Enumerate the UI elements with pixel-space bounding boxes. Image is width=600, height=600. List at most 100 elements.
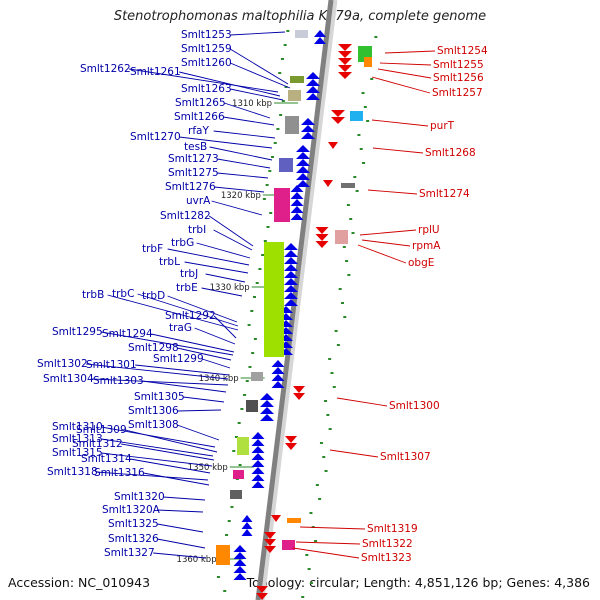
lane-tick	[315, 484, 319, 486]
forward-gene-arrow	[290, 213, 304, 220]
gene-label-smlt1319: Smlt1319	[367, 523, 418, 535]
gene-label-smlt1304: Smlt1304	[43, 373, 94, 385]
forward-gene-arrow	[251, 474, 265, 481]
forward-gene-arrow	[233, 552, 247, 559]
leader-line	[96, 471, 209, 481]
forward-gene-arrow	[306, 79, 320, 86]
leader-line	[101, 426, 216, 448]
forward-gene-arrow	[314, 30, 326, 37]
gene-label-smlt1322: Smlt1322	[362, 538, 413, 550]
reverse-gene-arrow	[323, 180, 333, 187]
leader-line	[157, 509, 204, 513]
leader-line	[224, 102, 271, 119]
lane-tick	[265, 184, 269, 186]
lane-tick	[286, 30, 290, 32]
forward-gene-arrow	[314, 37, 326, 44]
forward-gene-arrow	[301, 125, 315, 132]
reverse-gene-arrow	[315, 234, 329, 241]
lane-tick	[324, 400, 328, 402]
forward-gene-arrow	[284, 257, 298, 264]
forward-gene-arrow	[306, 93, 320, 100]
leader-line	[202, 358, 231, 369]
forward-gene-arrow	[284, 264, 298, 271]
lane-tick	[232, 450, 236, 452]
gene-box	[285, 116, 299, 134]
leader-line	[107, 294, 239, 331]
lane-tick	[359, 148, 363, 150]
lane-tick	[253, 338, 257, 340]
forward-gene-arrow	[290, 185, 304, 192]
leader-line	[101, 438, 214, 457]
gene-label-smlt1306: Smlt1306	[128, 405, 179, 417]
leader-line	[213, 130, 276, 139]
gene-label-tesb: tesB	[184, 141, 207, 153]
gene-box	[287, 518, 301, 523]
leader-line	[177, 347, 232, 361]
forward-gene-arrow	[284, 278, 298, 285]
reverse-gene-arrow	[264, 539, 276, 546]
lane-tick	[238, 464, 242, 466]
leader-line	[130, 458, 211, 474]
forward-gene-arrow	[301, 132, 315, 139]
gene-label-trag: traG	[169, 322, 192, 334]
leader-line	[372, 147, 424, 154]
gene-label-smlt1282: Smlt1282	[160, 210, 211, 222]
forward-gene-arrow	[296, 145, 310, 152]
gene-box	[288, 90, 301, 101]
ruler-label: 1320 kbp	[221, 191, 261, 201]
leader-line	[230, 31, 286, 36]
forward-gene-arrow	[271, 360, 285, 367]
ruler-label: 1330 kbp	[210, 283, 250, 293]
gene-label-smlt1302: Smlt1302	[37, 358, 88, 370]
forward-gene-arrow	[290, 192, 304, 199]
reverse-gene-arrow	[338, 58, 352, 65]
lane-tick	[223, 590, 227, 592]
lane-tick	[268, 170, 272, 172]
gene-label-smlt1298: Smlt1298	[128, 342, 179, 354]
lane-tick	[252, 296, 256, 298]
gene-label-obge: obgE	[408, 257, 434, 269]
lane-tick	[258, 268, 262, 270]
reverse-gene-arrow	[338, 44, 352, 51]
forward-gene-arrow	[241, 529, 253, 536]
gene-box	[251, 372, 263, 381]
gene-label-trbf: trbF	[142, 243, 163, 255]
forward-gene-arrow	[271, 367, 285, 374]
leader-line	[230, 88, 284, 101]
lane-tick	[314, 540, 318, 542]
gene-label-rpma: rpmA	[412, 240, 441, 252]
lane-tick	[349, 218, 353, 220]
gene-label-rplu: rplU	[418, 224, 440, 236]
lane-tick	[343, 316, 347, 318]
gene-label-smlt1308: Smlt1308	[128, 419, 179, 431]
gene-label-trbi: trbI	[188, 224, 206, 236]
lane-tick	[269, 212, 273, 214]
forward-gene-arrow	[251, 460, 265, 467]
lane-tick	[247, 324, 251, 326]
gene-label-smlt1266: Smlt1266	[174, 111, 225, 123]
lane-tick	[245, 380, 249, 382]
leader-line	[229, 48, 289, 85]
leader-line	[379, 62, 432, 66]
reverse-gene-arrow	[285, 436, 297, 443]
leader-line	[361, 239, 411, 247]
forward-gene-arrow	[233, 559, 247, 566]
leader-line	[163, 496, 206, 501]
gene-label-smlt1257: Smlt1257	[432, 87, 483, 99]
leader-line	[213, 315, 237, 339]
gene-label-smlt1273: Smlt1273	[168, 153, 219, 165]
lane-tick	[319, 442, 323, 444]
forward-gene-arrow	[260, 393, 274, 400]
leader-line	[292, 547, 360, 559]
gene-label-smlt1310: Smlt1310	[52, 421, 103, 433]
leader-line	[377, 68, 432, 79]
gene-box	[290, 76, 304, 83]
gene-box	[364, 57, 372, 67]
lane-tick	[237, 422, 241, 424]
lane-tick	[345, 260, 349, 262]
gene-box	[233, 470, 244, 479]
lane-tick	[305, 554, 309, 556]
leader-line	[143, 472, 210, 486]
lane-tick	[250, 310, 254, 312]
leader-line	[177, 409, 222, 412]
